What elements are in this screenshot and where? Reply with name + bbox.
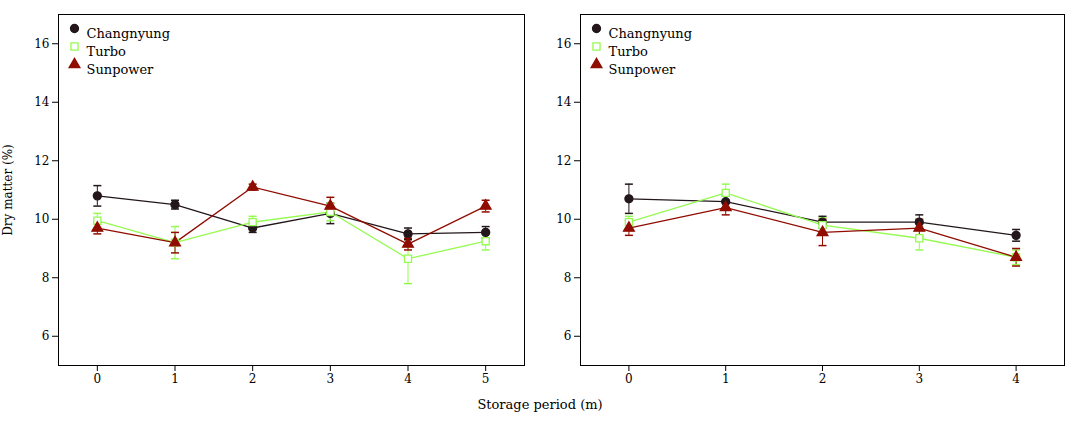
svg-text:10: 10 <box>556 212 571 226</box>
svg-text:10: 10 <box>34 212 49 226</box>
svg-text:Dry matter (%): Dry matter (%) <box>1 144 15 236</box>
svg-text:5: 5 <box>482 372 490 386</box>
svg-text:0: 0 <box>94 372 102 386</box>
svg-text:12: 12 <box>556 154 571 168</box>
svg-text:2: 2 <box>819 372 827 386</box>
svg-text:0: 0 <box>625 372 633 386</box>
svg-text:2: 2 <box>249 372 257 386</box>
svg-text:14: 14 <box>34 95 50 109</box>
svg-text:8: 8 <box>564 271 572 285</box>
svg-text:12: 12 <box>34 154 49 168</box>
svg-text:6: 6 <box>42 329 50 343</box>
svg-text:3: 3 <box>327 372 335 386</box>
svg-text:14: 14 <box>556 95 572 109</box>
svg-text:1: 1 <box>171 372 179 386</box>
svg-text:1: 1 <box>722 372 730 386</box>
svg-text:16: 16 <box>34 37 49 51</box>
svg-text:8: 8 <box>42 271 50 285</box>
svg-text:Changnyung: Changnyung <box>87 26 171 41</box>
svg-text:3: 3 <box>915 372 923 386</box>
svg-text:4: 4 <box>404 372 412 386</box>
svg-text:6: 6 <box>564 329 572 343</box>
svg-text:Turbo: Turbo <box>609 44 649 59</box>
svg-text:4: 4 <box>1012 372 1020 386</box>
html-text:Storage period (m): Storage period (m) <box>477 397 603 412</box>
svg-text:Sunpower: Sunpower <box>87 62 155 77</box>
svg-text:Turbo: Turbo <box>87 44 127 59</box>
svg-text:16: 16 <box>556 37 571 51</box>
svg-text:Changnyung: Changnyung <box>609 26 693 41</box>
svg-text:Sunpower: Sunpower <box>609 62 677 77</box>
